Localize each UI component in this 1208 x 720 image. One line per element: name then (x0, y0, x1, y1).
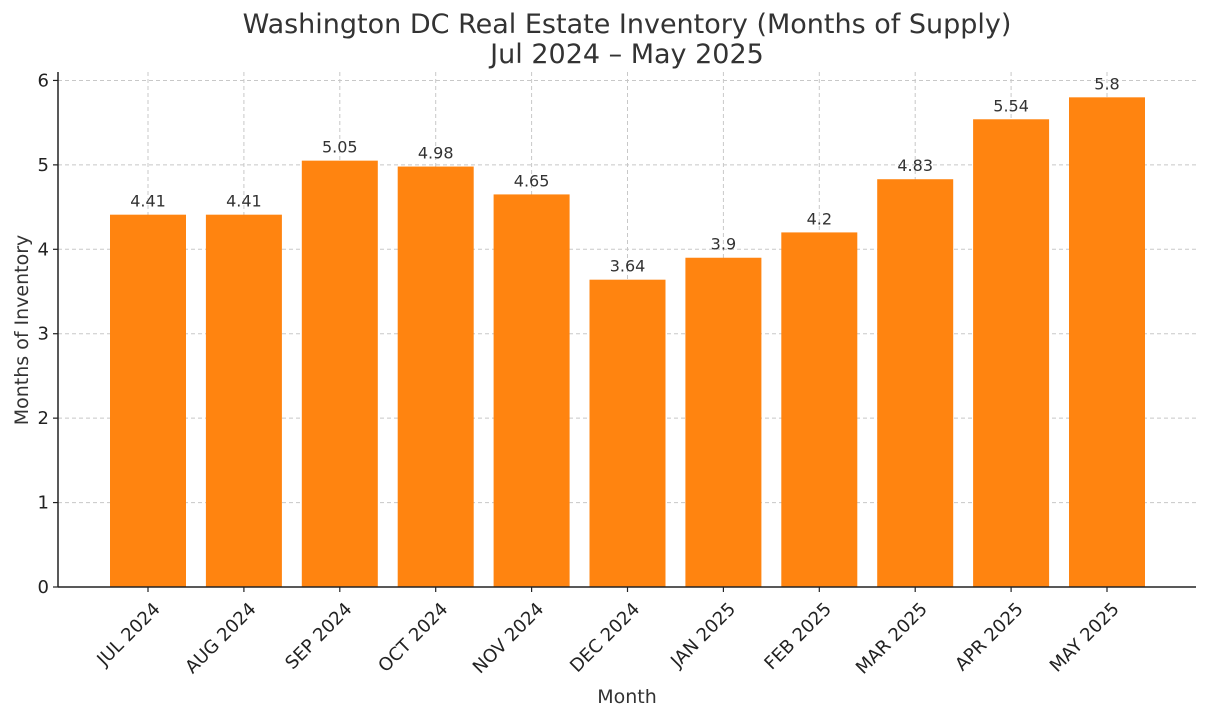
chart-title: Washington DC Real Estate Inventory (Mon… (243, 9, 1012, 40)
y-tick-label: 0 (38, 577, 49, 598)
bar-value-label: 4.98 (418, 144, 454, 163)
x-tick-label: DEC 2024 (566, 599, 644, 677)
y-tick-label: 1 (38, 493, 49, 514)
bars (110, 97, 1145, 588)
x-tick-label: JUL 2024 (92, 599, 164, 671)
x-tick-label: SEP 2024 (281, 599, 356, 674)
bar-value-label: 4.65 (514, 171, 550, 190)
bar (685, 257, 762, 587)
bar-value-label: 4.41 (226, 192, 262, 211)
bar (493, 194, 570, 587)
x-axis-label: Month (597, 686, 657, 708)
x-tick-label: OCT 2024 (374, 599, 452, 677)
bar (973, 119, 1050, 587)
bar-value-label: 4.83 (897, 156, 933, 175)
bar-value-label: 5.05 (322, 138, 358, 157)
bar (205, 214, 282, 587)
bar-value-label: 3.9 (711, 235, 736, 254)
y-tick-label: 4 (38, 239, 49, 260)
x-tick-label: FEB 2025 (761, 599, 836, 674)
bar-value-label: 5.54 (993, 96, 1029, 115)
data-labels: 4.41 4.41 5.05 4.98 4.65 3.64 3.9 4.2 4.83 5.54 5.… (130, 74, 1120, 275)
x-tick-label: JAN 2025 (666, 599, 740, 673)
x-tick-label: APR 2025 (951, 599, 1028, 676)
bar (397, 166, 474, 587)
chart-subtitle: Jul 2024 – May 2025 (488, 39, 764, 70)
bar-value-label: 3.64 (610, 257, 646, 276)
bar-value-label: 4.41 (130, 192, 166, 211)
y-tick-label: 6 (38, 70, 49, 91)
bar (877, 179, 954, 587)
x-tick-label: MAR 2025 (852, 599, 932, 679)
y-tick-label: 2 (38, 408, 49, 429)
bar (1069, 97, 1145, 587)
bar-value-label: 4.2 (807, 209, 832, 228)
bar (781, 232, 858, 587)
y-tick-label: 5 (38, 155, 49, 176)
bar-value-label: 5.8 (1094, 74, 1119, 93)
x-tick-label: MAY 2025 (1046, 599, 1124, 677)
bar (301, 160, 378, 588)
bar (589, 279, 666, 587)
y-tick-label: 3 (38, 324, 49, 345)
x-tick-label: AUG 2024 (181, 599, 260, 678)
bar (110, 214, 186, 587)
y-axis-label: Months of Inventory (11, 235, 33, 426)
x-tick-label: NOV 2024 (469, 599, 548, 678)
